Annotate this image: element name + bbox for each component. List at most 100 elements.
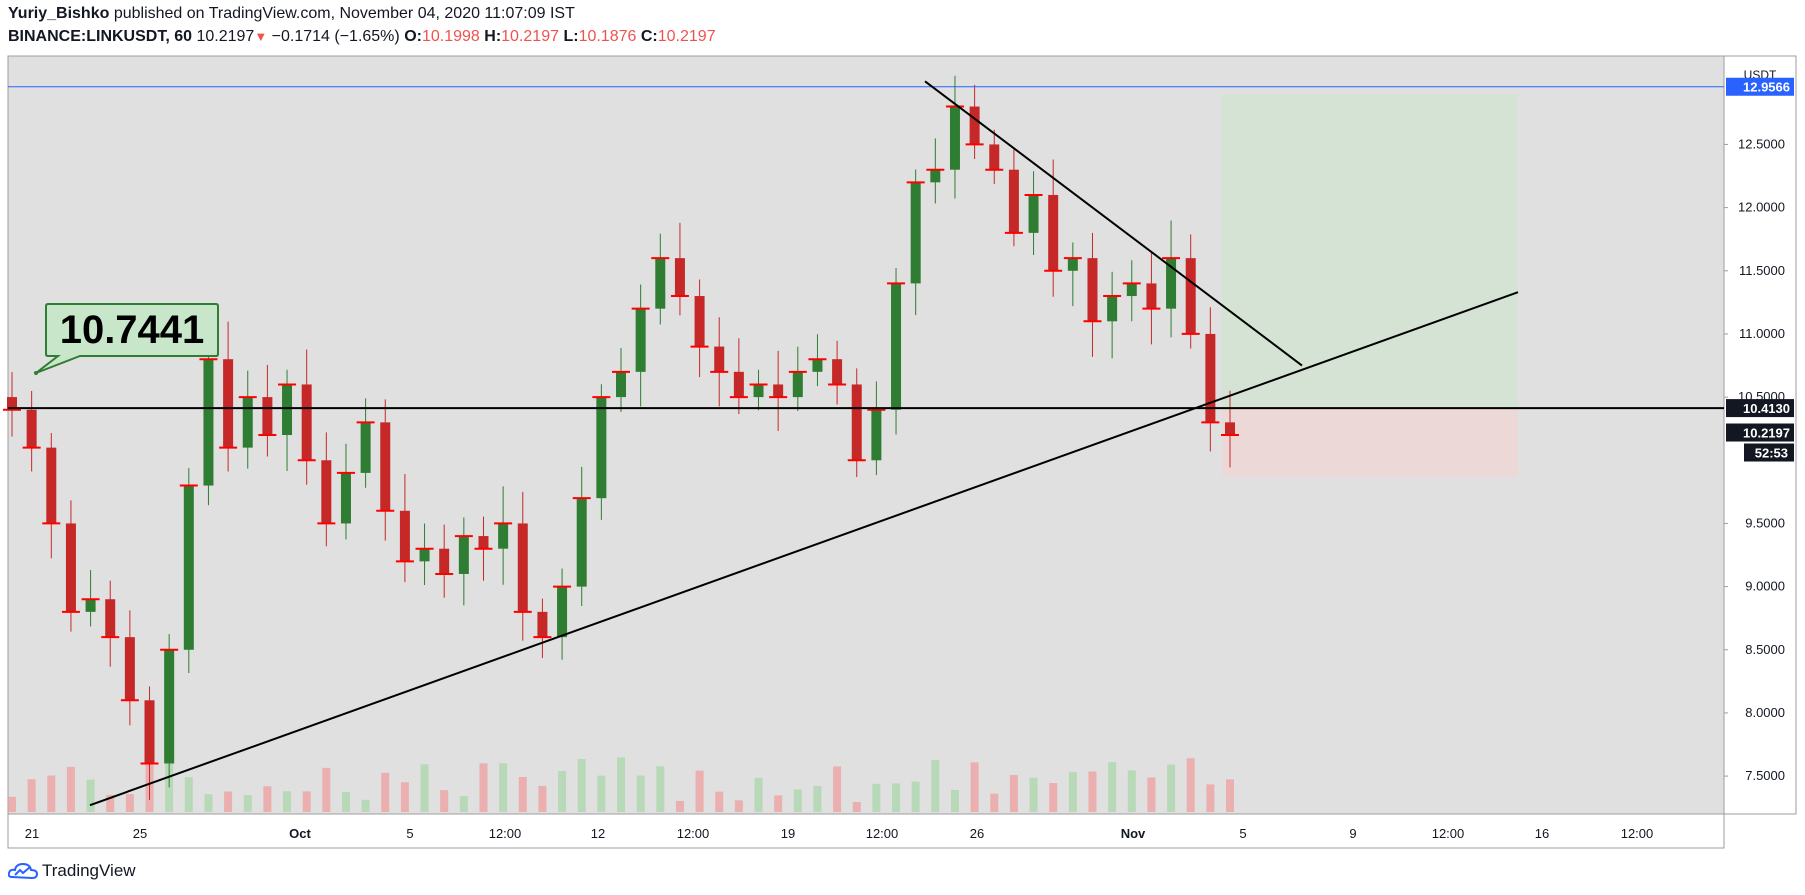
volume-bar xyxy=(715,791,724,812)
volume-bar xyxy=(950,789,959,812)
price-chart[interactable]: USDT7.50008.00008.50009.00009.500010.500… xyxy=(0,0,1805,850)
cloud-logo-icon xyxy=(8,862,38,880)
candle-body xyxy=(832,359,843,385)
candle-body xyxy=(753,384,764,398)
resistance-level-tag: 10.4130 xyxy=(1743,401,1790,416)
volume-bar xyxy=(1167,764,1176,812)
volume-bar xyxy=(813,785,822,812)
volume-bar xyxy=(675,800,684,812)
candle-body xyxy=(714,346,725,372)
down-arrow-icon: ▼ xyxy=(254,29,268,44)
volume-bar xyxy=(1186,758,1195,812)
candle-body xyxy=(989,144,1000,170)
volume-bar xyxy=(1029,777,1038,812)
ascending-trend-line[interactable] xyxy=(89,291,1519,807)
volume-bar xyxy=(283,791,292,812)
horizontal-level-tag-bg xyxy=(1726,77,1794,96)
volume-bar xyxy=(656,766,665,812)
volume-bar xyxy=(204,794,213,812)
high-value: 10.2197 xyxy=(501,28,559,45)
countdown-tag: 52:53 xyxy=(1755,446,1788,461)
x-tick-label: 19 xyxy=(781,826,795,841)
candle-body xyxy=(85,599,96,612)
volume-bar xyxy=(440,790,449,812)
price-callout-bubble[interactable] xyxy=(35,303,219,374)
y-tick-label: 8.5000 xyxy=(1745,642,1785,657)
candle-body xyxy=(242,397,253,448)
candle-body xyxy=(1008,169,1019,233)
candle-body xyxy=(1107,296,1118,322)
candle-body xyxy=(458,536,469,574)
candle-body xyxy=(380,422,391,511)
candle-body xyxy=(26,409,37,448)
candle-body xyxy=(851,384,862,461)
loss-zone[interactable] xyxy=(1222,408,1518,477)
callout-anchor-dot xyxy=(34,371,38,375)
candle-body xyxy=(1028,194,1039,233)
volume-bar xyxy=(1226,779,1234,812)
volume-bar xyxy=(243,795,252,812)
candle-body xyxy=(419,548,430,562)
volume-bar xyxy=(872,783,881,812)
y-tick-label: 11.5000 xyxy=(1739,263,1785,278)
x-tick-label: 12:00 xyxy=(677,826,710,841)
resistance-level-tag-bg xyxy=(1726,399,1794,418)
volume-bar xyxy=(970,762,979,812)
volume-bar xyxy=(774,795,783,812)
candle-body xyxy=(1185,258,1196,334)
candle-body xyxy=(674,258,685,297)
volume-bar xyxy=(558,771,567,812)
volume-bar xyxy=(538,785,547,812)
volume-bar xyxy=(1049,783,1058,812)
volume-bar xyxy=(479,763,488,812)
tradingview-logo[interactable]: TradingView xyxy=(8,861,136,881)
candle-body xyxy=(321,460,332,524)
close-value: 10.2197 xyxy=(657,28,716,45)
candle-body xyxy=(1067,258,1078,271)
volume-bar xyxy=(1009,774,1018,812)
countdown-tag-bg xyxy=(1744,443,1794,462)
candle-body xyxy=(478,536,489,549)
candle-body xyxy=(792,371,803,398)
open-value: 10.1998 xyxy=(421,28,480,45)
volume-bar xyxy=(322,767,331,812)
candle-body xyxy=(1126,283,1137,297)
volume-bar xyxy=(518,777,527,812)
price-callout-label: 10.7441 xyxy=(60,308,205,352)
volume-bar xyxy=(106,794,115,812)
x-tick-label: 12:00 xyxy=(489,826,522,841)
volume-bar xyxy=(341,791,350,812)
last-price-tag-bg xyxy=(1726,423,1794,442)
publish-text: published on TradingView.com, November 0… xyxy=(113,5,575,22)
x-tick-label: Nov xyxy=(1121,826,1146,841)
volume-bar xyxy=(734,800,743,812)
candle-body xyxy=(969,106,980,145)
x-tick-label: 21 xyxy=(25,826,39,841)
candle-body xyxy=(399,510,410,562)
x-tick-label: 25 xyxy=(133,826,147,841)
descending-trend-line[interactable] xyxy=(924,80,1303,367)
candle-body xyxy=(596,397,607,499)
volume-bar xyxy=(86,779,95,812)
candle-body xyxy=(105,599,116,638)
profit-zone[interactable] xyxy=(1222,93,1518,409)
candle-body xyxy=(498,523,509,549)
candle-body xyxy=(1166,258,1177,309)
time-axis-panel[interactable] xyxy=(7,813,1725,849)
volume-bar xyxy=(990,793,999,812)
volume-bar xyxy=(833,766,842,812)
ohlc-legend: BINANCE:LINKUSDT, 60 10.2197▼ −0.1714 (−… xyxy=(8,28,716,46)
author-name[interactable]: Yuriy_Bishko xyxy=(8,5,110,22)
volume-bar xyxy=(184,777,193,812)
open-label: O: xyxy=(404,28,422,45)
candle-body xyxy=(635,308,646,372)
candle-body xyxy=(733,371,744,398)
candle-body xyxy=(46,447,57,524)
volume-bar xyxy=(911,781,920,812)
candle-body xyxy=(7,397,17,410)
x-tick-label: 5 xyxy=(1239,826,1246,841)
y-tick-label: 9.0000 xyxy=(1745,579,1785,594)
candle-body xyxy=(812,359,823,372)
volume-bar xyxy=(224,791,233,812)
volume-bar xyxy=(263,786,272,812)
